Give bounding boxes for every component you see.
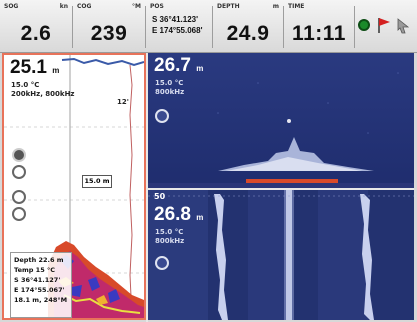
range-mark: 12': [117, 98, 129, 106]
depth-number: 26.8: [154, 204, 191, 225]
cursor-icon[interactable]: [396, 18, 410, 34]
anchor-flag-icon[interactable]: [376, 16, 392, 34]
frequency: 800kHz: [155, 237, 185, 245]
sidescan-panel[interactable]: 50 26.8 m 15.0 °C 800kHz: [148, 190, 414, 320]
data-bar: SOG kn 2.6 COG °M 239 POS S 36°41.123' E…: [0, 0, 417, 53]
water-temp: 15.0 °C: [155, 79, 184, 87]
depth-value: 24.9: [226, 22, 270, 45]
frequency: 800kHz: [155, 88, 185, 96]
downscan-graphic: [148, 53, 414, 188]
info-temp-row: Temp 15 °C: [14, 265, 68, 275]
cog-field[interactable]: COG °M 239: [73, 0, 145, 52]
time-label: TIME: [288, 3, 305, 10]
divider: [354, 6, 355, 48]
depth-label: DEPTH: [217, 3, 240, 10]
sog-field[interactable]: SOG kn 2.6: [0, 0, 72, 52]
longitude: E 174°55.068': [152, 26, 203, 35]
sog-value: 2.6: [20, 22, 52, 45]
sonar-history-graphic: [4, 55, 144, 318]
info-footer: 18.1 m, 248°M: [14, 296, 68, 304]
time-field[interactable]: TIME 11:11: [284, 0, 354, 52]
zoom-out-icon[interactable]: [12, 165, 26, 179]
depth-readout: 26.7 m: [154, 55, 203, 77]
cog-value: 239: [90, 22, 128, 45]
sog-label: SOG: [4, 3, 19, 10]
scale-label: 15.0 m: [82, 175, 112, 188]
panel-divider[interactable]: [148, 188, 414, 190]
range-scale: 50: [154, 192, 166, 201]
cog-unit: °M: [132, 3, 141, 10]
zoom-level-icon[interactable]: [12, 190, 26, 204]
depth-unit: m: [196, 64, 204, 73]
info-temp-label: Temp: [14, 266, 34, 274]
depth-unit: m: [196, 213, 204, 222]
info-temp-value: 15 °C: [35, 266, 56, 274]
zoom-icon[interactable]: [155, 109, 169, 123]
panel-divider[interactable]: [146, 53, 148, 322]
divider: [145, 6, 146, 48]
divider: [72, 6, 73, 48]
depth-number: 25.1: [10, 57, 47, 78]
pos-field[interactable]: POS S 36°41.123' E 174°55.068': [146, 0, 212, 52]
depth-field[interactable]: DEPTH m 24.9: [213, 0, 283, 52]
depth-unit: m: [52, 66, 60, 75]
pos-value: S 36°41.123' E 174°55.068': [152, 14, 202, 36]
downscan-panel[interactable]: 26.7 m 15.0 °C 800kHz: [148, 53, 414, 188]
sonar-history-panel[interactable]: 25.1 m 15.0 °C 200kHz, 800kHz 12' 15.0 m…: [2, 53, 146, 320]
divider: [212, 6, 213, 48]
time-value: 11:11: [292, 22, 346, 45]
info-depth-value: 22.6 m: [38, 256, 64, 264]
pos-label: POS: [150, 3, 164, 10]
cog-label: COG: [77, 3, 92, 10]
zoom-level-icon[interactable]: [12, 207, 26, 221]
info-lon: E 174°55.067': [14, 286, 65, 294]
depth-readout: 26.8 m: [154, 204, 203, 226]
gps-status-icon[interactable]: [358, 19, 370, 31]
depth-number: 26.7: [154, 55, 191, 76]
latitude: S 36°41.123': [152, 15, 199, 24]
depth-readout: 25.1 m: [10, 57, 59, 79]
divider: [283, 6, 284, 48]
info-depth-label: Depth: [14, 256, 37, 264]
cursor-info-box: Depth 22.6 m Temp 15 °C S 36°41.127' E 1…: [10, 252, 72, 318]
zoom-icon[interactable]: [155, 256, 169, 270]
sidescan-graphic: [148, 190, 414, 320]
info-depth-row: Depth 22.6 m: [14, 255, 68, 265]
water-temp: 15.0 °C: [155, 228, 184, 236]
depth-unit: m: [272, 3, 279, 10]
status-icons: [356, 16, 414, 36]
info-lat: S 36°41.127': [14, 276, 61, 284]
water-temp: 15.0 °C: [11, 81, 40, 89]
sog-unit: kn: [59, 3, 68, 10]
frequency: 200kHz, 800kHz: [11, 90, 75, 98]
zoom-in-icon[interactable]: [12, 148, 26, 162]
